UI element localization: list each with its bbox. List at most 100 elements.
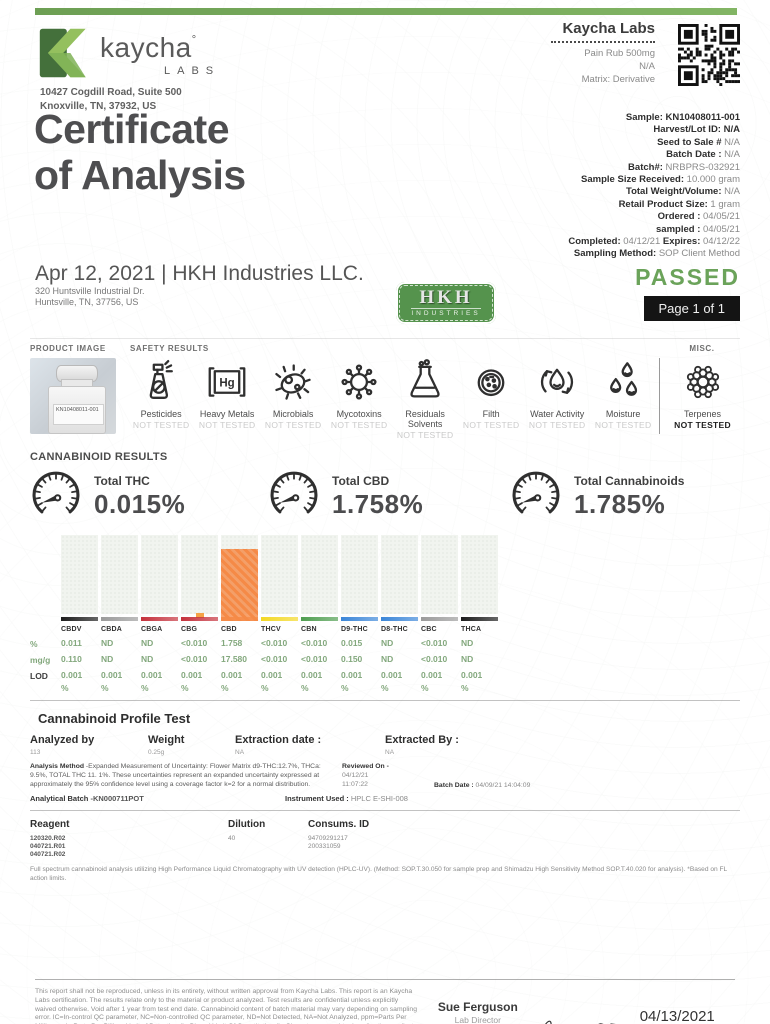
total-total-cbd: Total CBD 1.758%: [268, 469, 510, 526]
sample-info-value: 04/05/21: [703, 223, 740, 235]
value-cell: 0.001%: [181, 665, 218, 693]
baseline-D8-THC: [381, 617, 418, 621]
total-label: Total THC: [94, 474, 150, 488]
pesticides-icon: [128, 358, 194, 406]
value-cell: 0.001%: [221, 665, 258, 693]
row-label: %: [30, 639, 38, 649]
value-cell: ND: [101, 638, 114, 648]
matrix-label: Matrix: Derivative: [581, 74, 655, 85]
signature-image: [545, 1020, 615, 1024]
field-value: NA: [235, 749, 245, 756]
svg-text:Hg: Hg: [219, 377, 234, 389]
test-status: NOT TESTED: [462, 420, 520, 430]
lod-unit: %: [301, 683, 309, 693]
chart-column-CBN: [301, 535, 338, 621]
value-cell: 0.001%: [301, 665, 338, 693]
safety-test-pesticides: Pesticides NOT TESTED: [128, 358, 194, 440]
value-cell: 0.011: [61, 638, 82, 648]
category-label: CBN: [301, 626, 317, 633]
misc-label: MISC.: [689, 344, 715, 353]
document-footer: This report shall not be reproduced, unl…: [35, 979, 735, 1024]
lod-unit: %: [181, 683, 189, 693]
sample-info-row: Sample Size Received: 10.000 gram: [568, 174, 740, 186]
value-cell: <0.010: [301, 638, 328, 648]
lod-unit: %: [341, 683, 349, 693]
chart-column-CBD: [221, 535, 258, 621]
value-cell: 0.001%: [141, 665, 178, 693]
section-labels-row: PRODUCT IMAGE SAFETY RESULTS MISC.: [30, 338, 740, 353]
reagent-item: 120320.R02: [30, 835, 66, 842]
marker-CBG: [195, 613, 204, 618]
lod-unit: %: [101, 683, 109, 693]
sample-info-row: Batch#: NRBPRS-032921: [568, 162, 740, 174]
total-value: 0.015%: [94, 489, 186, 519]
product-name: Pain Rub 500mg: [584, 48, 655, 59]
chart-corner: [30, 535, 58, 621]
client-headline: Apr 12, 2021 | HKH Industries LLC.: [35, 262, 364, 285]
dotted-divider: [551, 41, 655, 43]
sample-info-value: NRBPRS-032921: [665, 161, 740, 173]
test-name: Heavy Metals: [199, 409, 255, 419]
value-cell: ND: [461, 654, 474, 664]
chart-column-CBG: [181, 535, 218, 621]
client-block: Apr 12, 2021 | HKH Industries LLC. 320 H…: [35, 262, 364, 308]
category-label: CBD: [221, 626, 237, 633]
chart-column-THCA: [461, 535, 498, 621]
value-cell: 0.001%: [101, 665, 138, 693]
disclaimer-text: This report shall not be reproduced, unl…: [35, 988, 417, 1024]
sample-info-value: 1 gram: [710, 198, 740, 210]
kaycha-logo: kaycha° LABS: [38, 26, 220, 80]
reagent-header: Reagent: [30, 819, 70, 830]
test-name: Microbials: [272, 409, 314, 419]
total-total-thc: Total THC 0.015%: [30, 469, 268, 526]
sample-info-label: Completed:: [568, 236, 624, 248]
client-address-line1: 320 Huntsville Industrial Dr.: [35, 286, 145, 296]
jar-label: KN10408011-001: [53, 404, 104, 425]
safety-results-row: KN10408011-001 Pesticides NOT TESTED Hg Hea…: [30, 358, 740, 440]
test-status: NOT TESTED: [198, 420, 256, 430]
category-label: CBC: [421, 626, 437, 633]
field-label: Extracted By :: [385, 734, 459, 746]
field-label: Weight: [148, 734, 185, 746]
safety-test-water-activity: Water Activity NOT TESTED: [524, 358, 590, 440]
value-cell: <0.010: [421, 654, 448, 664]
sample-info-label: Sampling Method:: [573, 248, 659, 260]
column-background: [141, 535, 178, 614]
chart-column-CBC: [421, 535, 458, 621]
header-right: Kaycha Labs Pain Rub 500mg N/A Matrix: D…: [485, 20, 655, 86]
category-label: CBG: [181, 626, 198, 633]
lod-unit: %: [261, 683, 269, 693]
chart-column-D9-THC: [341, 535, 378, 621]
analytical-batch: Analytical Batch -KN000711POT: [30, 794, 144, 803]
signer-block: Sue Ferguson Lab Director State License …: [417, 988, 538, 1024]
sample-info-value: SOP Client Method: [658, 248, 740, 260]
sample-info-row: Seed to Sale # N/A: [568, 137, 740, 149]
sample-info-row: Total Weight/Volume: N/A: [568, 186, 740, 198]
sample-info-label: Batch#:: [628, 161, 666, 173]
value-cell: 0.150: [341, 654, 363, 664]
total-label: Total Cannabinoids: [574, 474, 685, 488]
divider: [30, 810, 740, 811]
lod-unit: %: [421, 683, 429, 693]
column-background: [261, 535, 298, 614]
batch-date: Batch Date : 04/09/21 14:04:09: [434, 782, 531, 789]
safety-test-filth: Filth NOT TESTED: [458, 358, 524, 440]
category-label: CBDV: [61, 626, 82, 633]
test-status: NOT TESTED: [330, 420, 388, 430]
value-cell: <0.010: [301, 654, 328, 664]
test-name: Water Activity: [530, 409, 585, 419]
test-name: Mycotoxins: [336, 409, 382, 419]
terpenes-icon: [665, 358, 740, 406]
baseline-CBC: [421, 617, 458, 621]
filth-icon: [458, 358, 524, 406]
value-cell: ND: [141, 638, 154, 648]
field-value: NA: [385, 749, 395, 756]
profile-test-heading: Cannabinoid Profile Test: [38, 711, 191, 726]
category-label: CBGA: [141, 626, 163, 633]
sample-info-value: 04/12/22: [703, 236, 740, 248]
lab-address: 10427 Cogdill Road, Suite 500 Knoxville,…: [40, 86, 182, 113]
sample-info-label: Total Weight/Volume:: [625, 186, 725, 198]
column-background: [381, 535, 418, 614]
value-cell: 17.580: [221, 654, 247, 664]
